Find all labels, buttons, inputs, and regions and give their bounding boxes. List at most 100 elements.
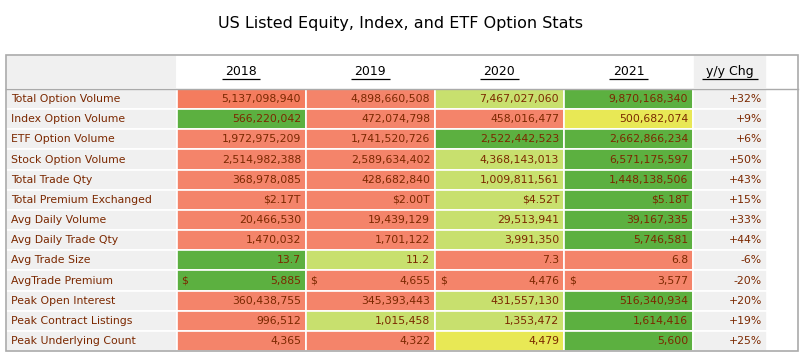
Bar [564,311,693,331]
Text: +43%: +43% [729,175,762,185]
Bar [693,331,766,351]
Text: 5,137,098,940: 5,137,098,940 [222,94,301,104]
Bar [177,250,306,270]
Text: 19,439,129: 19,439,129 [368,215,430,225]
Bar [693,55,766,89]
Text: Peak Underlying Count: Peak Underlying Count [11,336,136,346]
Bar [6,190,177,210]
Bar [306,230,435,250]
Bar [6,89,177,109]
Bar [564,170,693,190]
Text: 4,322: 4,322 [399,336,430,346]
Bar [693,129,766,149]
Text: 368,978,085: 368,978,085 [232,175,301,185]
Text: Total Option Volume: Total Option Volume [11,94,121,104]
Text: 1,470,032: 1,470,032 [246,235,301,245]
Bar [6,270,177,291]
Text: y/y Chg: y/y Chg [706,65,754,78]
Bar [693,149,766,170]
Bar [435,270,564,291]
Text: 2,522,442,523: 2,522,442,523 [480,135,559,144]
Bar [564,210,693,230]
Bar [177,291,306,311]
Text: 2020: 2020 [483,65,515,78]
Text: 4,368,143,013: 4,368,143,013 [480,155,559,165]
Text: Avg Daily Trade Qty: Avg Daily Trade Qty [11,235,118,245]
Bar [693,291,766,311]
Text: 5,600: 5,600 [657,336,688,346]
Text: +50%: +50% [729,155,762,165]
Text: 1,009,811,561: 1,009,811,561 [480,175,559,185]
Text: Peak Open Interest: Peak Open Interest [11,296,115,306]
Text: 996,512: 996,512 [256,316,301,326]
Bar [693,190,766,210]
Bar [177,270,306,291]
Bar [177,149,306,170]
Bar [306,210,435,230]
Text: US Listed Equity, Index, and ETF Option Stats: US Listed Equity, Index, and ETF Option … [218,16,582,30]
Text: 1,015,458: 1,015,458 [375,316,430,326]
Text: 2,589,634,402: 2,589,634,402 [350,155,430,165]
Bar [435,190,564,210]
Text: Stock Option Volume: Stock Option Volume [11,155,126,165]
Bar [177,170,306,190]
Text: Peak Contract Listings: Peak Contract Listings [11,316,133,326]
Bar [306,270,435,291]
Bar [435,210,564,230]
Text: Avg Daily Volume: Avg Daily Volume [11,215,106,225]
Text: 516,340,934: 516,340,934 [619,296,688,306]
Bar [6,170,177,190]
Bar [435,129,564,149]
Text: $: $ [182,275,188,286]
Bar [435,55,564,89]
Bar [306,149,435,170]
Text: 6,571,175,597: 6,571,175,597 [609,155,688,165]
Text: +19%: +19% [729,316,762,326]
Text: ETF Option Volume: ETF Option Volume [11,135,115,144]
Text: 1,614,416: 1,614,416 [633,316,688,326]
Text: 345,393,443: 345,393,443 [361,296,430,306]
Bar [564,89,693,109]
Bar [177,210,306,230]
Text: $2.00T: $2.00T [393,195,430,205]
Bar [6,250,177,270]
Bar [693,230,766,250]
Text: 2,514,982,388: 2,514,982,388 [222,155,301,165]
Text: 5,746,581: 5,746,581 [633,235,688,245]
Bar [306,250,435,270]
Bar [435,89,564,109]
Bar [177,55,306,89]
Bar [306,109,435,129]
Bar [435,291,564,311]
Text: Total Trade Qty: Total Trade Qty [11,175,93,185]
Bar [6,129,177,149]
Text: 20,466,530: 20,466,530 [238,215,301,225]
Text: +9%: +9% [735,114,762,124]
Bar [693,210,766,230]
Text: 428,682,840: 428,682,840 [361,175,430,185]
Bar [6,55,798,351]
Text: +44%: +44% [729,235,762,245]
Bar [177,190,306,210]
Bar [306,331,435,351]
Bar [564,230,693,250]
Text: 13.7: 13.7 [277,255,301,266]
Bar [306,311,435,331]
Bar [693,270,766,291]
Text: 4,655: 4,655 [399,275,430,286]
Bar [6,291,177,311]
Bar [306,129,435,149]
Bar [6,331,177,351]
Text: Index Option Volume: Index Option Volume [11,114,126,124]
Text: 7,467,027,060: 7,467,027,060 [479,94,559,104]
Text: +33%: +33% [729,215,762,225]
Text: 2019: 2019 [354,65,386,78]
Bar [564,270,693,291]
Bar [6,230,177,250]
Text: 1,741,520,726: 1,741,520,726 [350,135,430,144]
Bar [564,55,693,89]
Text: $4.52T: $4.52T [522,195,559,205]
Text: $: $ [569,275,576,286]
Bar [6,109,177,129]
Bar [435,331,564,351]
